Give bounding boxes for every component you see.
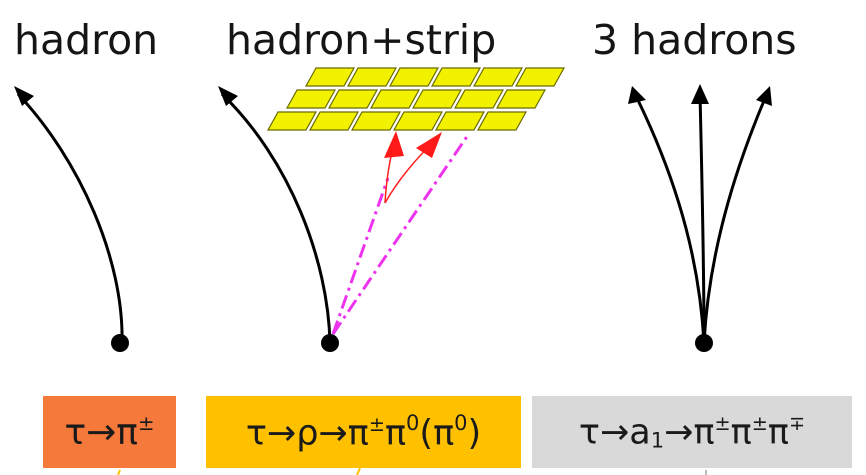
charged-hadron-track <box>220 92 332 344</box>
hadron-vertex <box>111 334 129 352</box>
strip-cell <box>388 67 440 87</box>
strip-cell <box>304 67 356 87</box>
decay-mode-three-prong: τ→a1→π±π±π∓ <box>532 396 852 468</box>
strip-cell <box>453 89 505 109</box>
strip-cell <box>514 67 566 87</box>
connector-tick <box>117 469 121 475</box>
strip-cell <box>369 89 421 109</box>
hadron-strip-vertex <box>321 334 339 352</box>
neutral-pion-line <box>331 177 390 335</box>
neutral-pion-line <box>331 134 470 335</box>
ecal-strip <box>266 67 566 131</box>
strip-cell <box>327 89 379 109</box>
strip-cell <box>308 111 360 131</box>
strip-cell <box>434 111 486 131</box>
strip-cell <box>476 111 528 131</box>
strip-cell <box>411 89 463 109</box>
strip-cell <box>472 67 524 87</box>
strip-cell <box>350 111 402 131</box>
decay-mode-label: τ→π± <box>64 411 155 453</box>
strip-cell <box>392 111 444 131</box>
hadron-arrowhead <box>691 84 709 104</box>
hadron-track-right <box>702 95 768 344</box>
panel-title-hadron-strip: hadron+strip <box>226 16 497 64</box>
panel-title-hadron: hadron <box>14 16 159 64</box>
strip-cell <box>346 67 398 87</box>
photon-arrowhead <box>384 131 404 158</box>
hadron-track <box>16 92 124 344</box>
strip-cell <box>266 111 318 131</box>
three-hadrons-vertex <box>695 334 713 352</box>
hadron-track-middle <box>698 93 706 344</box>
hadron-arrowhead <box>14 86 34 106</box>
hadron-panel-graphic <box>14 86 129 352</box>
three-hadrons-panel-graphic <box>628 84 772 352</box>
decay-mode-one-prong: τ→π± <box>43 396 176 468</box>
hadron-arrowhead <box>628 86 646 104</box>
connector-tick <box>356 467 361 475</box>
strip-cell <box>430 67 482 87</box>
panel-title-3-hadrons: 3 hadrons <box>592 16 797 64</box>
decay-mode-label: τ→ρ→π±π0(π0) <box>245 410 482 454</box>
decay-mode-label: τ→a1→π±π±π∓ <box>578 411 806 453</box>
charged-hadron-arrowhead <box>218 86 238 106</box>
hadron-strip-panel-graphic <box>218 67 566 352</box>
hadron-arrowhead <box>756 86 772 106</box>
decay-mode-one-prong-pi0: τ→ρ→π±π0(π0) <box>206 396 521 468</box>
photon-arrowhead <box>416 132 442 158</box>
hadron-track-left <box>634 95 706 344</box>
strip-cell <box>285 89 337 109</box>
strip-cell <box>495 89 547 109</box>
